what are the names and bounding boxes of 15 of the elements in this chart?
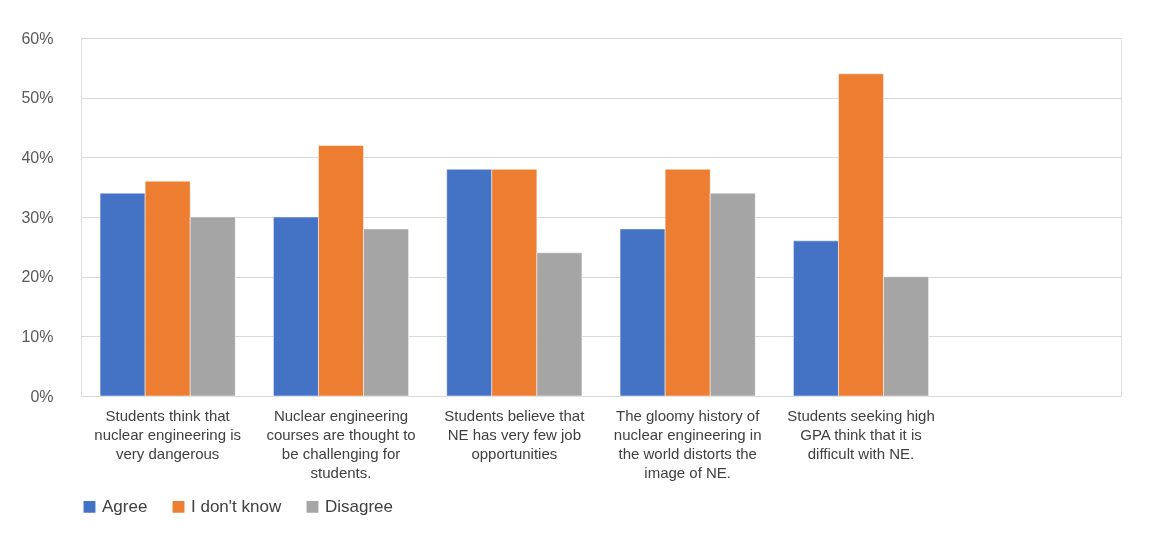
y-tick-label: 60% [21,29,54,47]
x-tick-label: Students believe that NE has very few job opportunities [444,406,586,462]
x-tick-label: Students seeking high GPA think that it is difficult with NE. [787,406,935,462]
y-tick-label: 10% [21,327,54,345]
legend-label: Disagree [325,496,394,516]
x-tick-label: The gloomy history of nuclear engineering in the world distorts the image of NE. [613,406,762,481]
legend-label: I don't know [191,496,282,516]
y-tick-label: 20% [21,268,54,286]
y-tick-label: 50% [21,89,54,107]
legend-label: Agree [102,496,148,516]
x-tick-label: Students think that nuclear engineering is very dangerous [94,406,242,462]
x-tick-label: Nuclear engineering courses are thought to be challenging for students. [266,406,416,481]
y-tick-label: 0% [30,387,54,405]
y-tick-label: 30% [21,208,54,226]
y-tick-label: 40% [21,148,54,166]
